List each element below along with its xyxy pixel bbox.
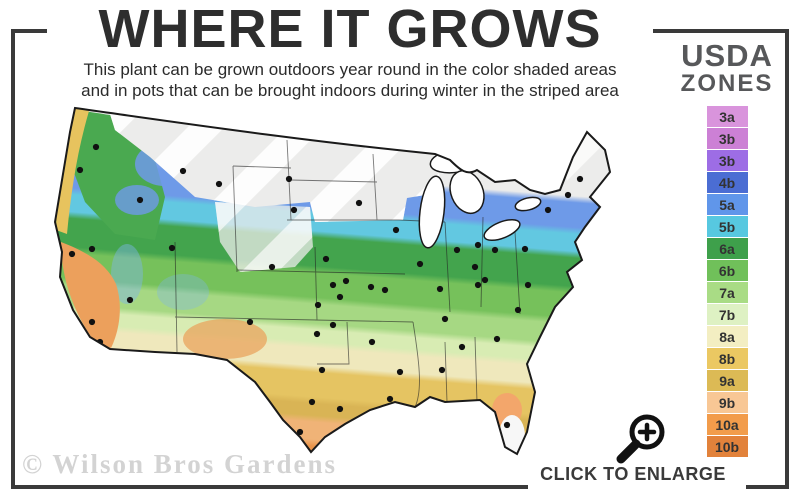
legend-swatch-3a: 3a	[706, 106, 748, 127]
city-dot	[381, 286, 389, 294]
city-dot	[456, 405, 464, 413]
legend-swatch-5a: 5a	[706, 194, 748, 215]
city-dot	[296, 428, 304, 436]
legend-swatch-3b: 3b	[706, 150, 748, 171]
city-dot	[544, 180, 552, 188]
city-dot	[458, 343, 466, 351]
legend-swatch-7b: 7b	[706, 304, 748, 325]
city-dot	[246, 318, 254, 326]
city-dot	[474, 281, 482, 289]
city-dot	[88, 318, 96, 326]
usa-outline	[53, 106, 612, 456]
city-dot	[396, 368, 404, 376]
city-dot	[336, 293, 344, 301]
city-dot	[564, 191, 572, 199]
city-dot	[285, 175, 293, 183]
city-dot	[215, 180, 223, 188]
city-dot	[386, 395, 394, 403]
subtitle-line-2: and in pots that can be brought indoors …	[81, 81, 619, 100]
click-to-enlarge-label[interactable]: CLICK TO ENLARGE	[540, 464, 726, 484]
legend-swatch-7a: 7a	[706, 282, 748, 303]
usa-map-image[interactable]	[15, 102, 660, 464]
header: WHERE IT GROWS This plant can be grown o…	[47, 0, 653, 100]
city-dot	[136, 196, 144, 204]
region-coast-gold	[56, 108, 89, 234]
legend-swatch-10b: 10b	[706, 436, 748, 457]
subtitle: This plant can be grown outdoors year ro…	[47, 59, 653, 101]
city-dot	[308, 398, 316, 406]
city-dot	[313, 330, 321, 338]
legend-swatch-9b: 9b	[706, 392, 748, 413]
click-to-enlarge-area: CLICK TO ENLARGE	[528, 406, 746, 492]
city-dot	[318, 366, 326, 374]
city-dot	[126, 296, 134, 304]
usda-zone-map[interactable]	[15, 102, 660, 464]
city-dot	[392, 226, 400, 234]
city-dot	[355, 199, 363, 207]
subtitle-line-1: This plant can be grown outdoors year ro…	[83, 60, 617, 79]
region-california-orange	[61, 242, 120, 348]
legend-swatch-5b: 5b	[706, 216, 748, 237]
city-dot	[471, 263, 479, 271]
city-dot	[436, 285, 444, 293]
legend-swatch-4b: 4b	[706, 172, 748, 193]
city-dot	[521, 245, 529, 253]
legend-title-zones: ZONES	[680, 70, 774, 97]
legend-swatch-6b: 6b	[706, 260, 748, 281]
city-dot	[404, 413, 412, 421]
legend-title-usda: USDA	[681, 38, 773, 73]
city-dot	[524, 281, 532, 289]
city-dot	[491, 246, 499, 254]
city-dot	[314, 301, 322, 309]
city-dot	[544, 206, 552, 214]
city-dot	[342, 277, 350, 285]
city-dot	[367, 283, 375, 291]
city-dot	[336, 405, 344, 413]
city-dot	[179, 167, 187, 175]
city-dot	[514, 306, 522, 314]
frame-gap-cover	[528, 482, 746, 492]
usda-zones-legend: USDA ZONES 3a 3b 3b 4b 5a 5b 6a 6b 7a 7b 8a 8b 9a 9b 1…	[668, 40, 786, 458]
city-dot	[68, 250, 76, 258]
legend-swatch-8b: 8b	[706, 348, 748, 369]
magnifier-plus-icon[interactable]	[600, 408, 678, 466]
city-dot	[438, 366, 446, 374]
city-dot	[76, 166, 84, 174]
city-dot	[329, 281, 337, 289]
city-dot	[474, 241, 482, 249]
city-dot	[493, 335, 501, 343]
city-dot	[168, 244, 176, 252]
city-dot	[290, 206, 298, 214]
city-dot	[441, 315, 449, 323]
city-dot	[481, 276, 489, 284]
city-dot	[576, 175, 584, 183]
city-dot	[368, 338, 376, 346]
city-dot	[322, 255, 330, 263]
legend-swatch-9a: 9a	[706, 370, 748, 391]
city-dot	[268, 263, 276, 271]
legend-swatch-6a: 6a	[706, 238, 748, 259]
page-title: WHERE IT GROWS	[98, 0, 602, 59]
city-dot	[92, 143, 100, 151]
city-dot	[453, 246, 461, 254]
legend-swatch-10a: 10a	[706, 414, 748, 435]
legend-swatch-8a: 8a	[706, 326, 748, 347]
city-dot	[503, 421, 511, 429]
city-dots	[68, 143, 584, 436]
city-dot	[416, 260, 424, 268]
legend-swatch-3b: 3b	[706, 128, 748, 149]
city-dot	[329, 321, 337, 329]
city-dot	[88, 245, 96, 253]
watermark: © Wilson Bros Gardens	[22, 449, 337, 479]
legend-swatch-list: 3a 3b 3b 4b 5a 5b 6a 6b 7a 7b 8a 8b 9a 9b 10a 10b	[668, 106, 786, 458]
state-borders	[174, 139, 521, 408]
